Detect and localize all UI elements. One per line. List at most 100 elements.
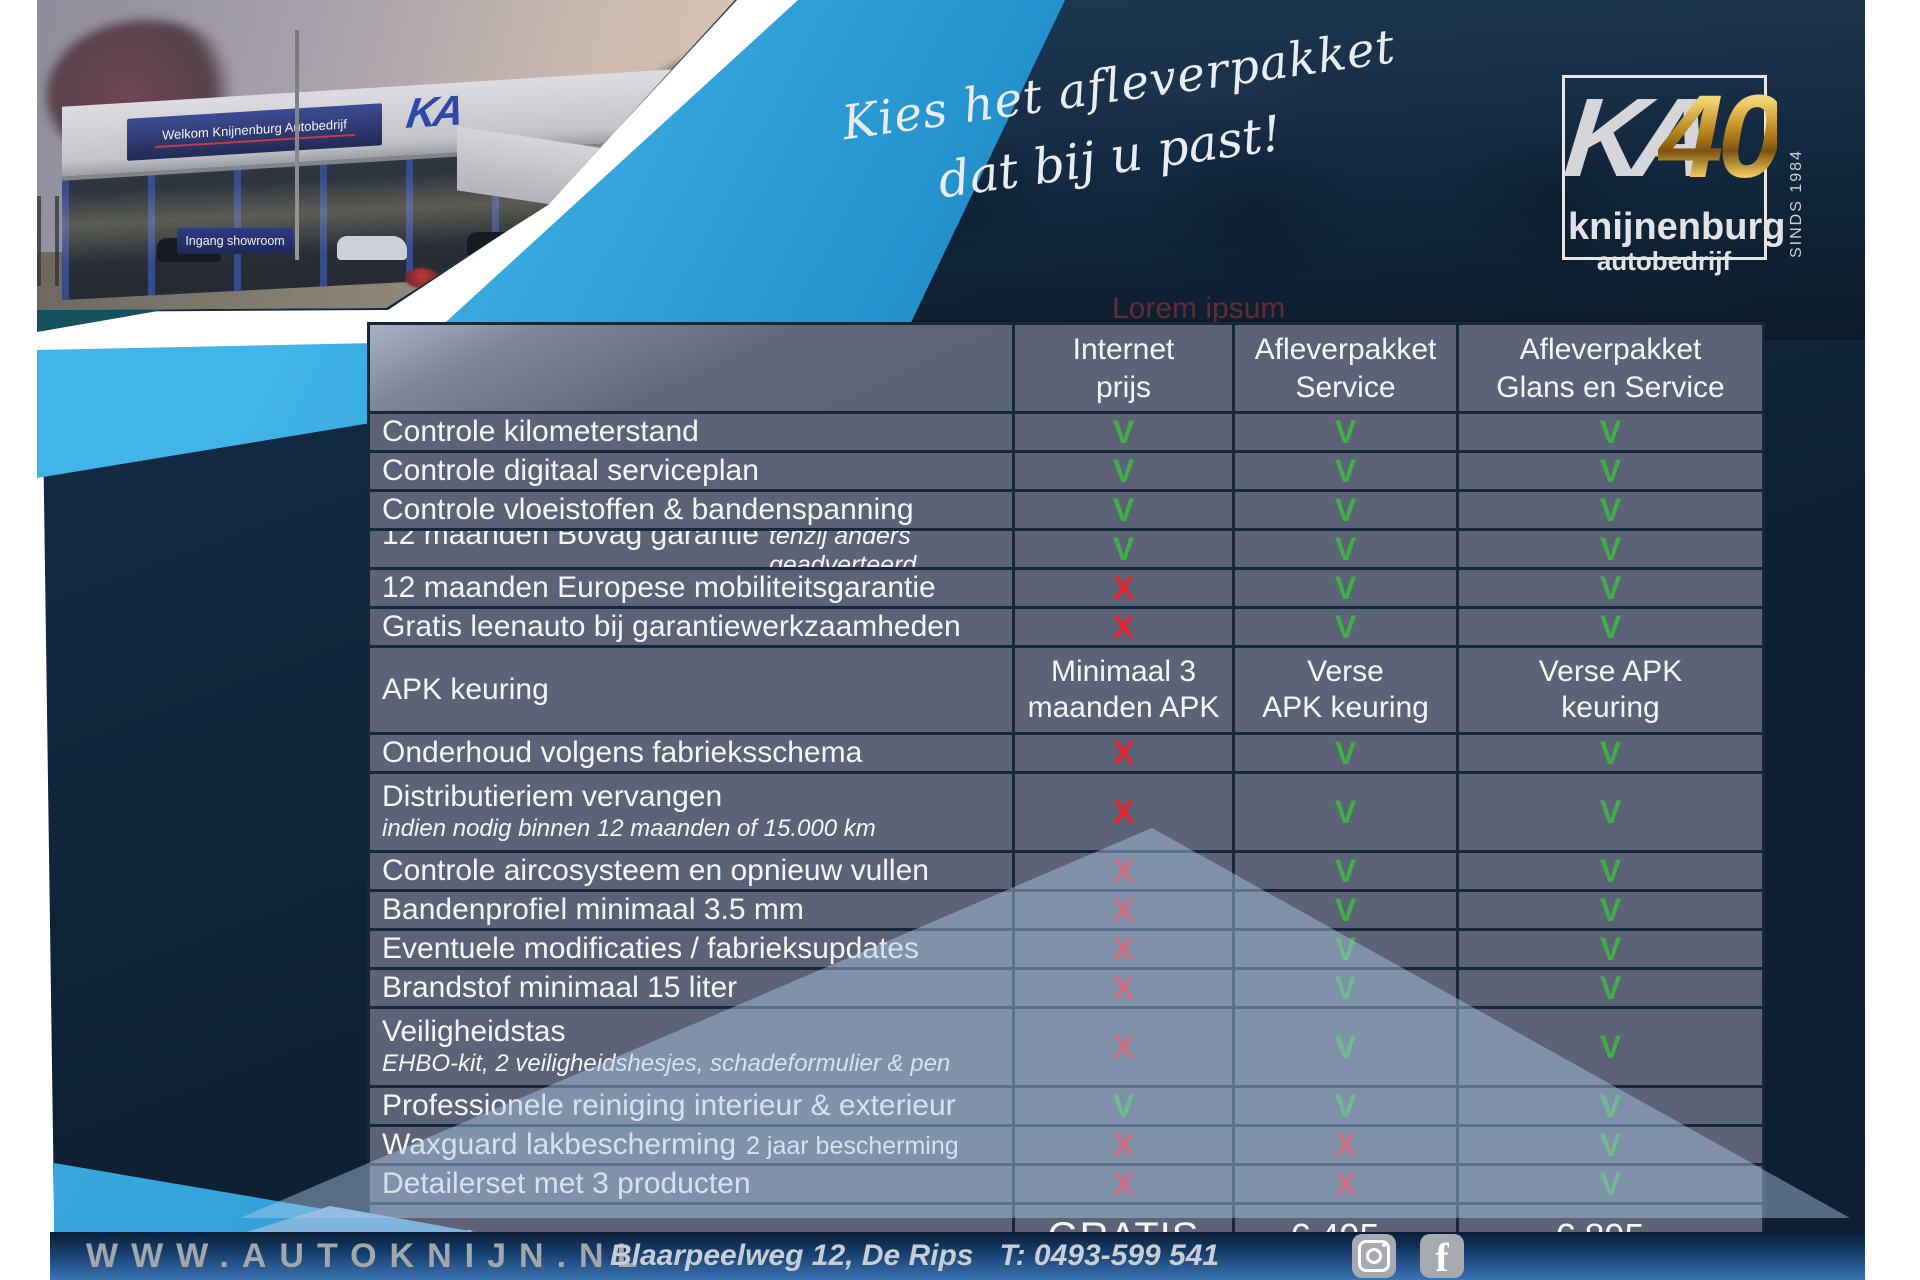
mark-service: V — [1235, 931, 1459, 967]
feature-label: Detailerset met 3 producten — [370, 1166, 1015, 1202]
feature-label: Controle vloeistoffen & bandenspanning — [370, 492, 1015, 528]
welcome-sign-text: Welkom Knijnenburg Autobedrijf — [162, 116, 347, 143]
mark-service: V — [1235, 531, 1459, 567]
mark-internet: X — [1015, 1166, 1235, 1202]
mark-service: V — [1235, 609, 1459, 645]
mark-service: X — [1235, 1166, 1459, 1202]
mark-glans: V — [1459, 531, 1762, 567]
table-row: Controle kilometerstand V V V — [370, 414, 1762, 453]
lorem-watermark: Lorem ipsum — [1112, 292, 1286, 325]
entrance-sign: Ingang showroom — [177, 228, 293, 254]
table-row: Onderhoud volgens fabrieksschema X V V — [370, 735, 1762, 774]
instagram-frame — [1358, 1240, 1390, 1272]
mark-service: V — [1235, 853, 1459, 889]
phone-number: T: 0493-599 541 — [999, 1239, 1220, 1272]
apk-service: Verse APK keuring — [1235, 648, 1459, 732]
feature-label: Gratis leenauto bij garantiewerkzaamhede… — [370, 609, 1015, 645]
mark-service: X — [1235, 1127, 1459, 1163]
table-row: Controle digitaal serviceplan V V V — [370, 453, 1762, 492]
mark-internet: V — [1015, 453, 1235, 489]
feature-label: Controle digitaal serviceplan — [370, 453, 1015, 489]
mark-internet: X — [1015, 931, 1235, 967]
mark-internet: X — [1015, 609, 1235, 645]
mark-glans: V — [1459, 414, 1762, 450]
mark-glans: V — [1459, 1127, 1762, 1163]
apk-glans: Verse APK keuring — [1459, 648, 1762, 732]
header-afleverpakket-glans: Afleverpakket Glans en Service — [1459, 325, 1762, 411]
logo-40-gold: 40 — [1658, 71, 1783, 203]
table-row: Distributieriem vervangen indien nodig b… — [370, 774, 1762, 853]
table-row: Bandenprofiel minimaal 3.5 mm X V V — [370, 892, 1762, 931]
mark-glans: V — [1459, 774, 1762, 850]
mark-glans: V — [1459, 892, 1762, 928]
mark-service: V — [1235, 570, 1459, 606]
feature-label: Waxguard lakbescherming 2 jaar beschermin… — [370, 1127, 1015, 1163]
header-afleverpakket-service: Afleverpakket Service — [1235, 325, 1459, 411]
mark-internet: X — [1015, 570, 1235, 606]
table-row: Controle aircosysteem en opnieuw vullen … — [370, 853, 1762, 892]
mark-glans: V — [1459, 735, 1762, 771]
mark-internet: X — [1015, 1127, 1235, 1163]
table-row-apk: APK keuring Minimaal 3 maanden APK Verse… — [370, 648, 1762, 735]
mark-glans: V — [1459, 609, 1762, 645]
mark-internet: V — [1015, 531, 1235, 567]
mark-service: V — [1235, 1088, 1459, 1124]
instagram-dot — [1382, 1243, 1386, 1247]
mark-service: V — [1235, 1009, 1459, 1085]
table-row: 12 maanden Bovag garantie tenzij anders g… — [370, 531, 1762, 570]
header-internet-prijs: Internet prijs — [1015, 325, 1235, 411]
feature-label: Professionele reiniging interieur & exte… — [370, 1088, 1015, 1124]
feature-label: Onderhoud volgens fabrieksschema — [370, 735, 1015, 771]
car-silhouette — [337, 236, 407, 260]
feature-label: Bandenprofiel minimaal 3.5 mm — [370, 892, 1015, 928]
mark-service: V — [1235, 492, 1459, 528]
logo-subname: autobedrijf — [1596, 246, 1732, 276]
table-row: Controle vloeistoffen & bandenspanning V… — [370, 492, 1762, 531]
mark-glans: V — [1459, 1166, 1762, 1202]
website-link[interactable]: WWW.AUTOKNIJN.NL — [86, 1236, 651, 1275]
logo-since-1984: SINDS 1984 — [1788, 149, 1805, 258]
mark-internet: X — [1015, 892, 1235, 928]
feature-label: 12 maanden Bovag garantie tenzij anders g… — [370, 531, 1015, 567]
feature-note: 2 jaar bescherming — [746, 1132, 959, 1160]
mark-internet: X — [1015, 735, 1235, 771]
feature-sublabel: EHBO-kit, 2 veiligheidshesjes, schadefor… — [382, 1050, 951, 1077]
feature-label: Brandstof minimaal 15 liter — [370, 970, 1015, 1006]
table-row: Veiligheidstas EHBO-kit, 2 veiligheidshe… — [370, 1009, 1762, 1088]
mark-service: V — [1235, 414, 1459, 450]
mark-internet: V — [1015, 414, 1235, 450]
logo-name: knijnenburg — [1568, 206, 1786, 248]
facebook-f-glyph: f — [1435, 1235, 1449, 1280]
logo-box — [1562, 75, 1767, 260]
package-comparison-table: Internet prijs Afleverpakket Service Afl… — [367, 322, 1765, 1272]
feature-label: Eventuele modificaties / fabrieksupdates — [370, 931, 1015, 967]
mark-glans: V — [1459, 931, 1762, 967]
mark-internet: X — [1015, 774, 1235, 850]
apk-internet: Minimaal 3 maanden APK — [1015, 648, 1235, 732]
mark-glans: V — [1459, 970, 1762, 1006]
table-header-row: Internet prijs Afleverpakket Service Afl… — [370, 325, 1762, 414]
feature-label: Veiligheidstas EHBO-kit, 2 veiligheidshe… — [370, 1009, 1015, 1085]
table-row: Waxguard lakbescherming 2 jaar beschermin… — [370, 1127, 1762, 1166]
flag-pole — [295, 30, 299, 260]
instagram-icon[interactable] — [1352, 1234, 1396, 1278]
mark-glans: V — [1459, 492, 1762, 528]
instagram-lens — [1366, 1248, 1382, 1264]
facebook-icon[interactable]: f — [1420, 1234, 1464, 1278]
street-address: Blaarpeelweg 12, De Rips — [610, 1239, 974, 1272]
feature-label: 12 maanden Europese mobiliteitsgarantie — [370, 570, 1015, 606]
right-margin — [1865, 0, 1920, 1280]
mark-service: V — [1235, 735, 1459, 771]
mark-glans: V — [1459, 453, 1762, 489]
mark-glans: V — [1459, 1009, 1762, 1085]
mark-internet: V — [1015, 492, 1235, 528]
mark-service: V — [1235, 892, 1459, 928]
feature-note: tenzij anders geadverteerd — [768, 531, 917, 567]
mark-glans: V — [1459, 1088, 1762, 1124]
mark-internet: V — [1015, 1088, 1235, 1124]
feature-label: Controle aircosysteem en opnieuw vullen — [370, 853, 1015, 889]
table-row: Brandstof minimaal 15 liter X V V — [370, 970, 1762, 1009]
feature-label: APK keuring — [370, 648, 1015, 732]
mark-internet: X — [1015, 970, 1235, 1006]
